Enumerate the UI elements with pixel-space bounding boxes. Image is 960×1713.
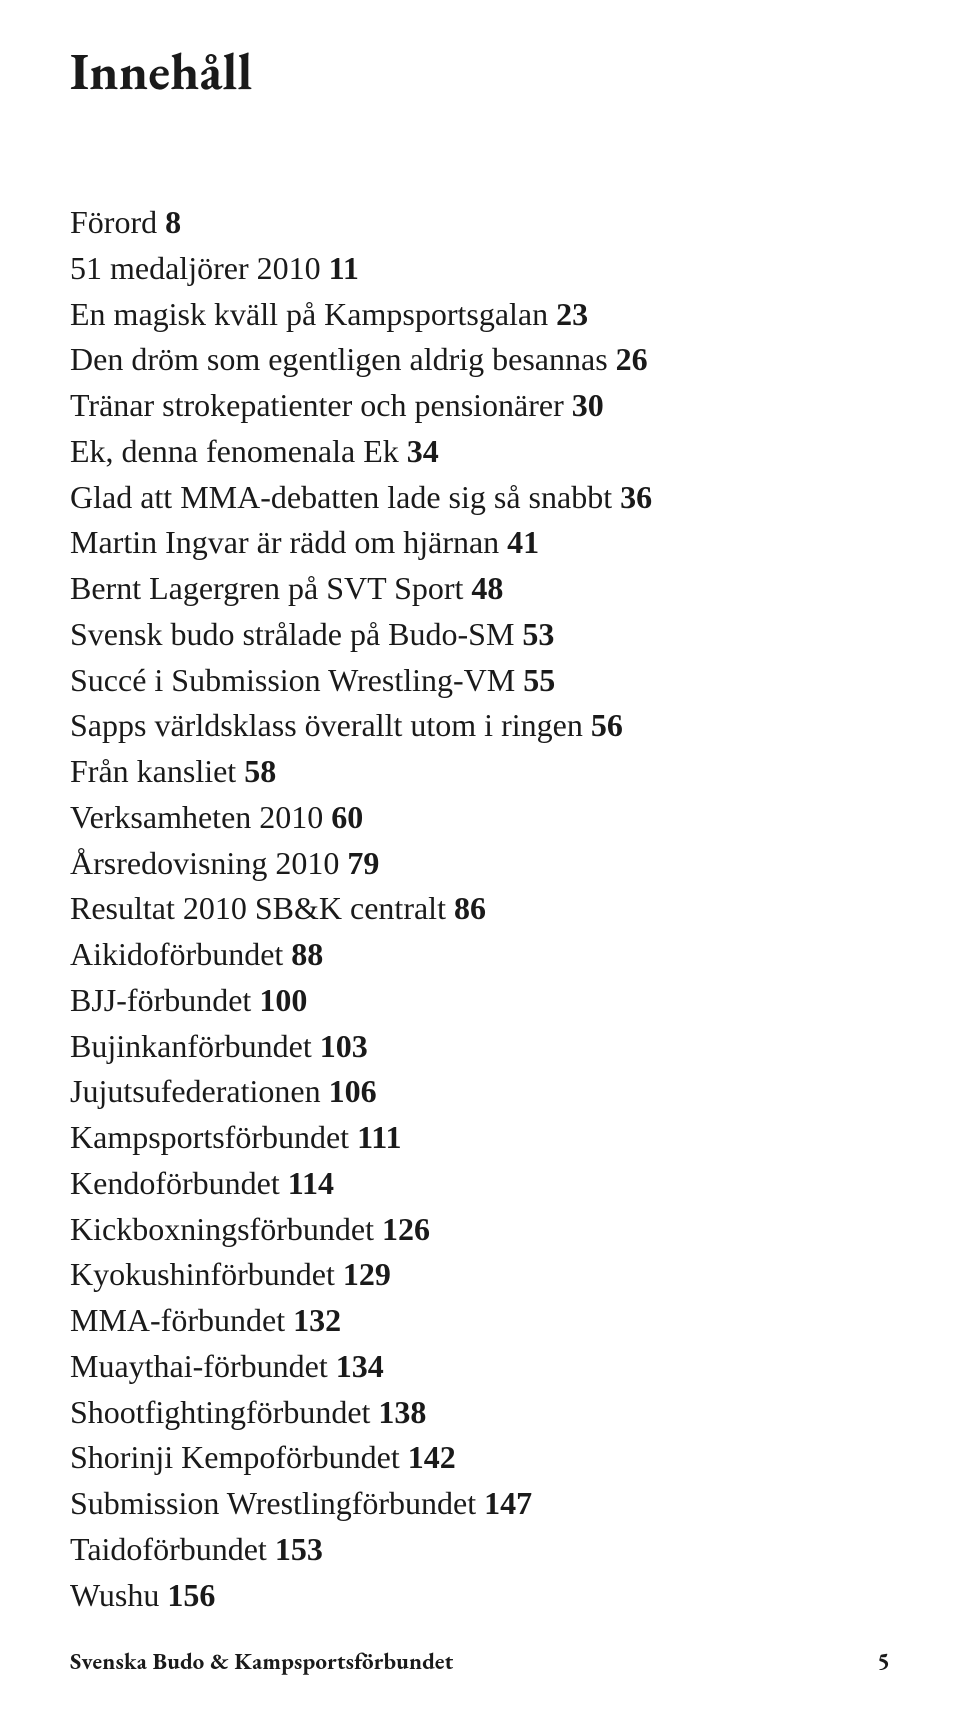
toc-entry-title: BJJ-förbundet: [70, 982, 251, 1018]
toc-entry-page: 132: [293, 1302, 341, 1338]
toc-entry: Taidoförbundet153: [70, 1527, 890, 1573]
toc-entry-page: 48: [471, 570, 503, 606]
toc-entry-page: 126: [382, 1211, 430, 1247]
toc-entry-title: Wushu: [70, 1577, 159, 1613]
toc-entry: Bujinkanförbundet103: [70, 1024, 890, 1070]
toc-entry: Succé i Submission Wrestling-VM55: [70, 658, 890, 704]
toc-entry-page: 8: [165, 204, 181, 240]
toc-entry-page: 100: [259, 982, 307, 1018]
toc-entry-page: 156: [167, 1577, 215, 1613]
toc-entry-title: Den dröm som egentligen aldrig besannas: [70, 341, 608, 377]
toc-entry-title: Kampsportsförbundet: [70, 1119, 349, 1155]
toc-entry: Resultat 2010 SB&K centralt86: [70, 886, 890, 932]
toc-entry-title: Svensk budo strålade på Budo-SM: [70, 616, 514, 652]
toc-entry-page: 129: [343, 1256, 391, 1292]
toc-entry-page: 55: [523, 662, 555, 698]
footer-page-number: 5: [877, 1646, 890, 1677]
toc-entry: Martin Ingvar är rädd om hjärnan41: [70, 520, 890, 566]
toc-entry-title: Kendoförbundet: [70, 1165, 280, 1201]
toc-entry: Wushu156: [70, 1573, 890, 1619]
toc-entry-title: Förord: [70, 204, 157, 240]
toc-entry-page: 106: [329, 1073, 377, 1109]
toc-entry-title: Bujinkanförbundet: [70, 1028, 312, 1064]
toc-entry-title: Shootfightingförbundet: [70, 1394, 370, 1430]
toc-entry-title: Shorinji Kempoförbundet: [70, 1439, 400, 1475]
toc-entry: Submission Wrestlingförbundet147: [70, 1481, 890, 1527]
toc-entry: Tränar strokepatienter och pensionärer30: [70, 383, 890, 429]
toc-entry-page: 58: [244, 753, 276, 789]
toc-entry-page: 86: [454, 890, 486, 926]
toc-entry-title: Submission Wrestlingförbundet: [70, 1485, 476, 1521]
toc-entry-page: 60: [331, 799, 363, 835]
toc-entry-page: 79: [347, 845, 379, 881]
toc-entry: Kendoförbundet114: [70, 1161, 890, 1207]
toc-entry: Kickboxningsförbundet126: [70, 1207, 890, 1253]
toc-entry-title: Bernt Lagergren på SVT Sport: [70, 570, 463, 606]
footer-text: Svenska Budo & Kampsportsförbundet: [70, 1646, 453, 1676]
toc-entry: Sapps världsklass överallt utom i ringen…: [70, 703, 890, 749]
toc-entry: Shorinji Kempoförbundet142: [70, 1435, 890, 1481]
toc-entry: MMA-förbundet132: [70, 1298, 890, 1344]
toc-entry-page: 111: [357, 1119, 401, 1155]
toc-entry: 51 medaljörer 201011: [70, 246, 890, 292]
toc-entry-title: Muaythai-förbundet: [70, 1348, 328, 1384]
toc-entry-page: 134: [336, 1348, 384, 1384]
toc-entry-title: Resultat 2010 SB&K centralt: [70, 890, 446, 926]
toc-entry-title: Tränar strokepatienter och pensionärer: [70, 387, 564, 423]
toc-entry-title: Kickboxningsförbundet: [70, 1211, 374, 1247]
toc-entry-page: 103: [320, 1028, 368, 1064]
toc-entry-title: Ek, denna fenomenala Ek: [70, 433, 399, 469]
toc-entry-page: 53: [522, 616, 554, 652]
toc-entry-page: 114: [288, 1165, 334, 1201]
toc-entry-title: Sapps världsklass överallt utom i ringen: [70, 707, 583, 743]
toc-entry-page: 23: [556, 296, 588, 332]
toc-entry-page: 138: [378, 1394, 426, 1430]
toc-entry: Från kansliet58: [70, 749, 890, 795]
toc-entry-title: Kyokushinförbundet: [70, 1256, 335, 1292]
toc-entry-title: Årsredovisning 2010: [70, 845, 339, 881]
table-of-contents: Förord851 medaljörer 201011En magisk kvä…: [70, 200, 890, 1618]
toc-entry-title: Från kansliet: [70, 753, 236, 789]
toc-entry-title: Taidoförbundet: [70, 1531, 267, 1567]
toc-entry: Shootfightingförbundet138: [70, 1390, 890, 1436]
toc-entry: Kyokushinförbundet129: [70, 1252, 890, 1298]
toc-entry: Muaythai-förbundet134: [70, 1344, 890, 1390]
toc-entry-page: 11: [329, 250, 359, 286]
toc-entry: Aikidoförbundet88: [70, 932, 890, 978]
toc-entry: Årsredovisning 201079: [70, 841, 890, 887]
toc-entry-page: 41: [507, 524, 539, 560]
toc-entry: Den dröm som egentligen aldrig besannas2…: [70, 337, 890, 383]
page-title: Innehåll: [70, 38, 890, 105]
toc-entry: Ek, denna fenomenala Ek34: [70, 429, 890, 475]
toc-entry-title: MMA-förbundet: [70, 1302, 285, 1338]
toc-entry-title: En magisk kväll på Kampsportsgalan: [70, 296, 548, 332]
toc-entry: Svensk budo strålade på Budo-SM53: [70, 612, 890, 658]
toc-entry-page: 153: [275, 1531, 323, 1567]
toc-entry-page: 142: [408, 1439, 456, 1475]
toc-entry: Glad att MMA-debatten lade sig så snabbt…: [70, 475, 890, 521]
toc-entry-page: 34: [407, 433, 439, 469]
toc-entry-title: Jujutsufederationen: [70, 1073, 321, 1109]
toc-entry-title: Martin Ingvar är rädd om hjärnan: [70, 524, 499, 560]
toc-entry-page: 147: [484, 1485, 532, 1521]
toc-entry-title: 51 medaljörer 2010: [70, 250, 321, 286]
toc-entry-page: 30: [572, 387, 604, 423]
page-footer: Svenska Budo & Kampsportsförbundet 5: [70, 1646, 890, 1677]
toc-entry: Förord8: [70, 200, 890, 246]
toc-entry: BJJ-förbundet100: [70, 978, 890, 1024]
toc-entry-title: Succé i Submission Wrestling-VM: [70, 662, 515, 698]
toc-entry: Jujutsufederationen106: [70, 1069, 890, 1115]
toc-entry: Verksamheten 201060: [70, 795, 890, 841]
toc-entry-page: 56: [591, 707, 623, 743]
document-page: Innehåll Förord851 medaljörer 201011En m…: [0, 0, 960, 1713]
toc-entry-page: 26: [616, 341, 648, 377]
toc-entry-page: 88: [291, 936, 323, 972]
toc-entry: En magisk kväll på Kampsportsgalan23: [70, 292, 890, 338]
toc-entry-page: 36: [620, 479, 652, 515]
toc-entry: Kampsportsförbundet111: [70, 1115, 890, 1161]
toc-entry-title: Aikidoförbundet: [70, 936, 283, 972]
toc-entry-title: Verksamheten 2010: [70, 799, 323, 835]
toc-entry-title: Glad att MMA-debatten lade sig så snabbt: [70, 479, 612, 515]
toc-entry: Bernt Lagergren på SVT Sport48: [70, 566, 890, 612]
